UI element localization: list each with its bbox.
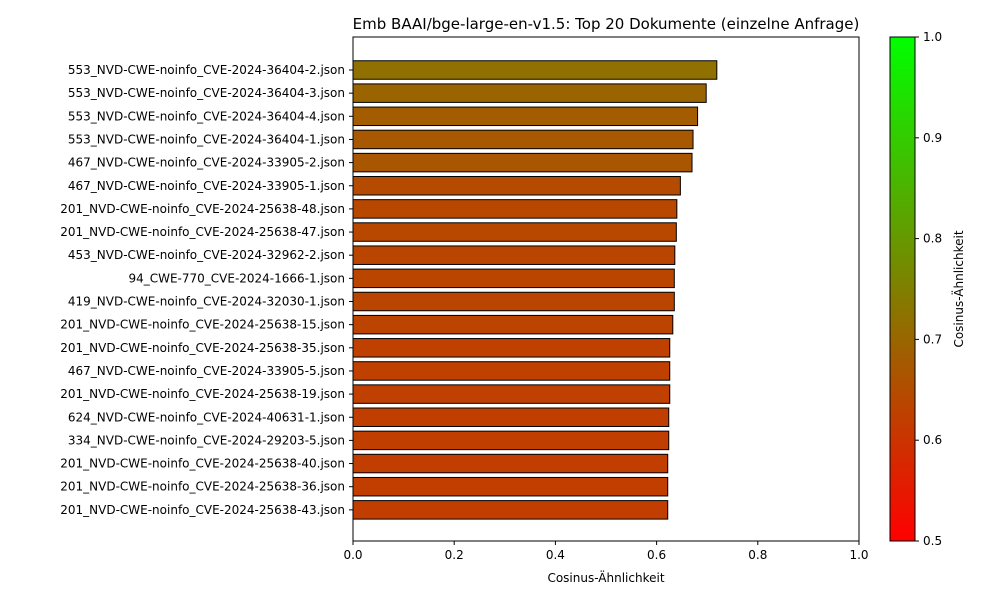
bar [352, 60, 718, 80]
y-tick-label: 201_NVD-CWE-noinfo_CVE-2024-25638-40.jso… [60, 457, 345, 471]
y-tick-label: 553_NVD-CWE-noinfo_CVE-2024-36404-2.json [68, 63, 345, 77]
plot-frame [352, 36, 860, 542]
y-tick-label: 467_NVD-CWE-noinfo_CVE-2024-33905-5.json [68, 364, 345, 378]
bar [352, 384, 671, 404]
bar [352, 152, 693, 173]
bar [352, 500, 669, 520]
y-tick-label: 334_NVD-CWE-noinfo_CVE-2024-29203-5.json [68, 433, 345, 447]
bar [352, 407, 670, 427]
colorbar-tick-label: 0.7 [923, 332, 942, 346]
bar [352, 361, 671, 381]
category-labels: 553_NVD-CWE-noinfo_CVE-2024-36404-2.json… [60, 63, 353, 517]
y-tick-label: 624_NVD-CWE-noinfo_CVE-2024-40631-1.json [68, 410, 345, 424]
bar [352, 106, 699, 127]
bar [352, 453, 669, 474]
y-tick-label: 553_NVD-CWE-noinfo_CVE-2024-36404-1.json [68, 132, 345, 146]
y-tick-label: 467_NVD-CWE-noinfo_CVE-2024-33905-1.json [68, 179, 345, 193]
x-tick-label: 0.6 [647, 548, 666, 562]
y-tick-label: 453_NVD-CWE-noinfo_CVE-2024-32962-2.json [68, 248, 345, 262]
colorbar-label: Cosinus-Ähnlichkeit [951, 230, 966, 347]
y-tick-label: 419_NVD-CWE-noinfo_CVE-2024-32030-1.json [68, 295, 345, 309]
x-tick-label: 0.4 [546, 548, 565, 562]
y-tick-label: 201_NVD-CWE-noinfo_CVE-2024-25638-15.jso… [60, 318, 345, 332]
chart-title: Emb BAAI/bge-large-en-v1.5: Top 20 Dokum… [353, 15, 860, 33]
bar [352, 268, 675, 289]
x-tick-label: 1.0 [849, 548, 868, 562]
y-tick-label: 467_NVD-CWE-noinfo_CVE-2024-33905-2.json [68, 156, 345, 170]
bar [352, 83, 707, 103]
x-tick-label: 0.0 [343, 548, 362, 562]
colorbar-tick-label: 0.8 [923, 232, 942, 246]
x-axis-label: Cosinus-Ähnlichkeit [547, 570, 664, 585]
colorbar [889, 36, 916, 542]
y-tick-label: 94_CWE-770_CVE-2024-1666-1.json [128, 271, 345, 285]
y-tick-label: 553_NVD-CWE-noinfo_CVE-2024-36404-4.json [68, 109, 345, 123]
bars-layer [352, 60, 718, 520]
x-axis: 0.0 0.2 0.4 0.6 0.8 1.0 [343, 541, 869, 562]
colorbar-ticks: 0.5 0.6 0.7 0.8 0.9 1.0 [915, 30, 942, 548]
bar [352, 291, 675, 312]
x-tick-label: 0.8 [748, 548, 767, 562]
bar [352, 176, 681, 196]
bar [352, 476, 669, 497]
bar [352, 430, 670, 451]
colorbar-tick-label: 0.9 [923, 131, 942, 145]
bar [352, 245, 676, 265]
bar [352, 338, 671, 358]
colorbar-tick-label: 0.5 [923, 534, 942, 548]
bar [352, 129, 694, 150]
colorbar-tick-label: 0.6 [923, 433, 942, 447]
y-tick-label: 201_NVD-CWE-noinfo_CVE-2024-25638-35.jso… [60, 341, 345, 355]
bar [352, 199, 678, 219]
y-tick-label: 201_NVD-CWE-noinfo_CVE-2024-25638-43.jso… [60, 503, 345, 517]
y-tick-label: 553_NVD-CWE-noinfo_CVE-2024-36404-3.json [68, 86, 345, 100]
bar [352, 314, 674, 335]
y-tick-label: 201_NVD-CWE-noinfo_CVE-2024-25638-47.jso… [60, 225, 345, 239]
colorbar-tick-label: 1.0 [923, 30, 942, 44]
bar [352, 222, 677, 242]
y-tick-label: 201_NVD-CWE-noinfo_CVE-2024-25638-19.jso… [60, 387, 345, 401]
y-tick-label: 201_NVD-CWE-noinfo_CVE-2024-25638-48.jso… [60, 202, 345, 216]
x-tick-label: 0.2 [445, 548, 464, 562]
y-tick-label: 201_NVD-CWE-noinfo_CVE-2024-25638-36.jso… [60, 480, 345, 494]
